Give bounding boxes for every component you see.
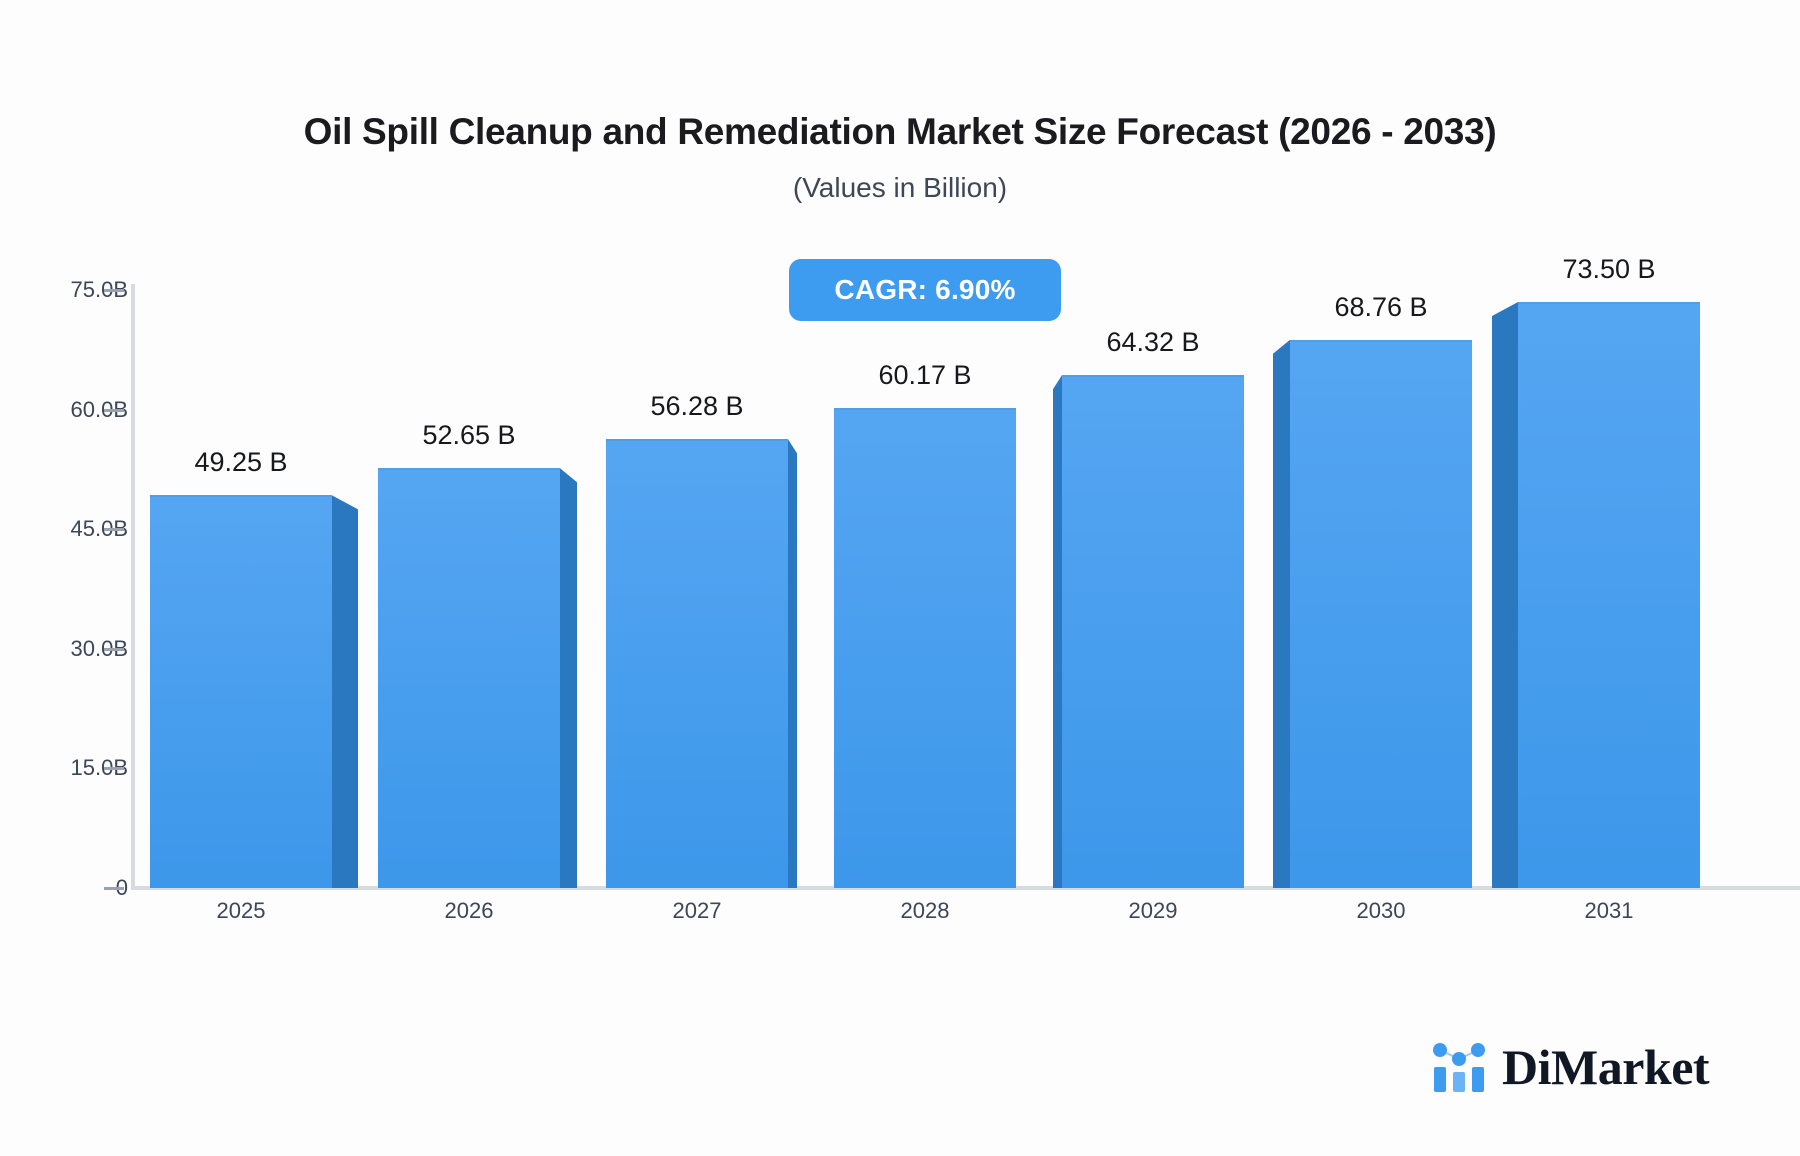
bar-front-face [1290,339,1472,888]
bar-2027[interactable] [606,439,797,888]
x-tick-label: 2025 [216,898,266,923]
y-tick-mark [104,528,124,532]
bar-front-face [378,468,560,888]
plot-area: 0 15.0B 30.0B 45.0B 60.0B 75.0B 49.25 B 52.65 … [0,253,1800,923]
page-title: Oil Spill Cleanup and Remediation Market… [303,111,1497,152]
x-tick-label: 2026 [444,898,494,923]
x-tick-label: 2030 [1356,898,1406,923]
bar-2031[interactable] [1492,301,1700,888]
title-block: Oil Spill Cleanup and Remediation Market… [0,110,1800,204]
cagr-badge-label: CAGR: 6.90% [834,274,1016,305]
x-axis-line [131,886,1800,890]
y-tick-mark [104,647,124,651]
y-tick-label: 45.0B [0,516,129,555]
bar-value-label: 68.76 B [1334,291,1428,322]
bar-2030[interactable] [1273,339,1472,888]
y-tick-label: 30.0B [0,636,129,675]
chart-subtitle: (Values in Billion) [792,172,1008,204]
y-axis-line [131,284,135,888]
bar-value-label: 52.65 B [422,420,516,451]
bar-2029[interactable] [1053,375,1244,888]
bar-front-face [834,408,1016,888]
bar-side-face [332,495,358,888]
bar-value-label: 73.50 B [1562,253,1656,284]
y-tick-label: 75.0B [0,277,129,316]
x-tick-label: 2028 [900,898,950,923]
bar-value-label: 60.17 B [878,360,972,391]
bar-value-label: 64.32 B [1106,327,1200,358]
bar-value-label: 49.25 B [194,447,288,478]
bar-side-face [1053,375,1062,888]
bar-front-face [1518,301,1700,888]
x-tick-label: 2031 [1584,898,1634,923]
bar-value-label: 56.28 B [650,391,744,422]
bar-side-face [1492,301,1518,888]
bar-side-face [560,468,577,888]
bar-2026[interactable] [378,468,577,888]
x-tick-label: 2029 [1128,898,1178,923]
bar-side-face [1273,339,1290,888]
bar-front-face [150,495,332,888]
cagr-badge: CAGR: 6.90% [789,259,1061,321]
x-tick-label: 2027 [672,898,722,923]
y-tick-mark [104,887,124,890]
bar-2025[interactable] [150,495,358,888]
bar-chart-icon [1430,1039,1488,1095]
dimarket-logo: DiMarket [1430,1038,1710,1096]
y-tick-mark [104,767,124,771]
y-tick-label: 60.0B [0,397,129,436]
logo-text: DiMarket [1502,1039,1710,1095]
y-tick-label: 0 [0,875,128,914]
y-tick-mark [104,289,124,292]
bar-front-face [606,439,788,888]
bar-front-face [1062,375,1244,888]
y-tick-label: 15.0B [0,755,129,794]
bar-side-face [788,439,797,888]
bar-2028[interactable] [834,408,1016,888]
y-tick-mark [104,408,124,412]
